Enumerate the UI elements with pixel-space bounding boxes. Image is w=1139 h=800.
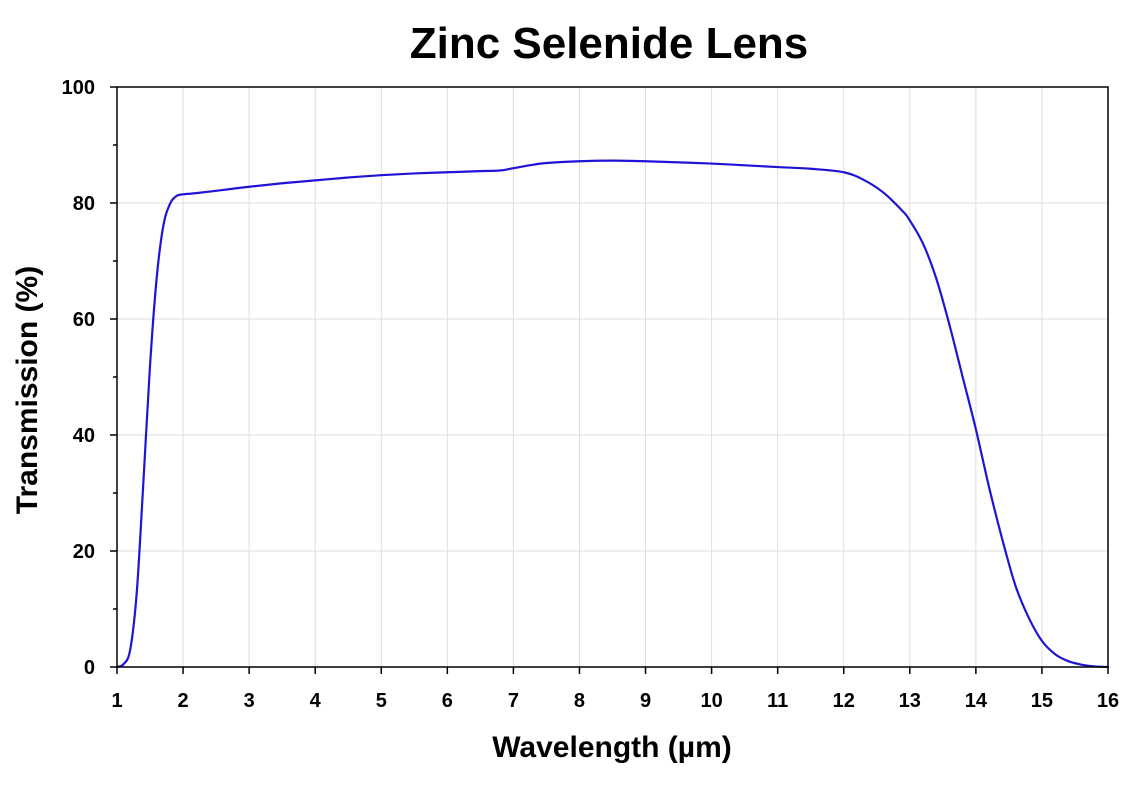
- x-tick-label: 16: [1097, 690, 1119, 712]
- y-tick-label: 40: [73, 425, 95, 447]
- x-axis-ticks: 1 2 3 4 5 6 7 8 9 10 11 12 13 14 15 16: [111, 667, 1119, 712]
- x-tick-label: 11: [767, 690, 788, 712]
- y-axis-ticks: 0 20 40 60 80 100: [62, 77, 117, 679]
- x-tick-label: 4: [310, 690, 322, 712]
- x-tick-label: 13: [899, 690, 921, 712]
- x-tick-label: 2: [178, 690, 189, 712]
- x-tick-label: 3: [244, 690, 255, 712]
- x-tick-label: 15: [1031, 690, 1053, 712]
- y-tick-label: 60: [73, 309, 95, 331]
- x-tick-label: 12: [833, 690, 855, 712]
- gridlines: [117, 87, 1108, 667]
- x-tick-label: 5: [376, 690, 387, 712]
- y-tick-label: 20: [73, 541, 95, 563]
- axes: [116, 86, 1109, 668]
- x-tick-label: 1: [111, 690, 122, 712]
- y-tick-label: 80: [73, 193, 95, 215]
- x-tick-label: 8: [574, 690, 585, 712]
- plot-frame: [116, 86, 1109, 668]
- chart-title: Zinc Selenide Lens: [410, 19, 809, 68]
- transmission-series-line: [115, 159, 1110, 669]
- y-tick-label: 100: [62, 77, 95, 99]
- series-layer: [115, 159, 1110, 669]
- y-tick-label: 0: [84, 657, 95, 679]
- x-axis-label: Wavelength (µm): [492, 731, 732, 764]
- x-tick-label: 7: [508, 690, 519, 712]
- x-tick-label: 6: [442, 690, 453, 712]
- x-tick-label: 9: [640, 690, 651, 712]
- x-tick-label: 10: [700, 690, 722, 712]
- x-tick-label: 14: [965, 690, 988, 712]
- y-axis-label: Transmission (%): [11, 266, 44, 514]
